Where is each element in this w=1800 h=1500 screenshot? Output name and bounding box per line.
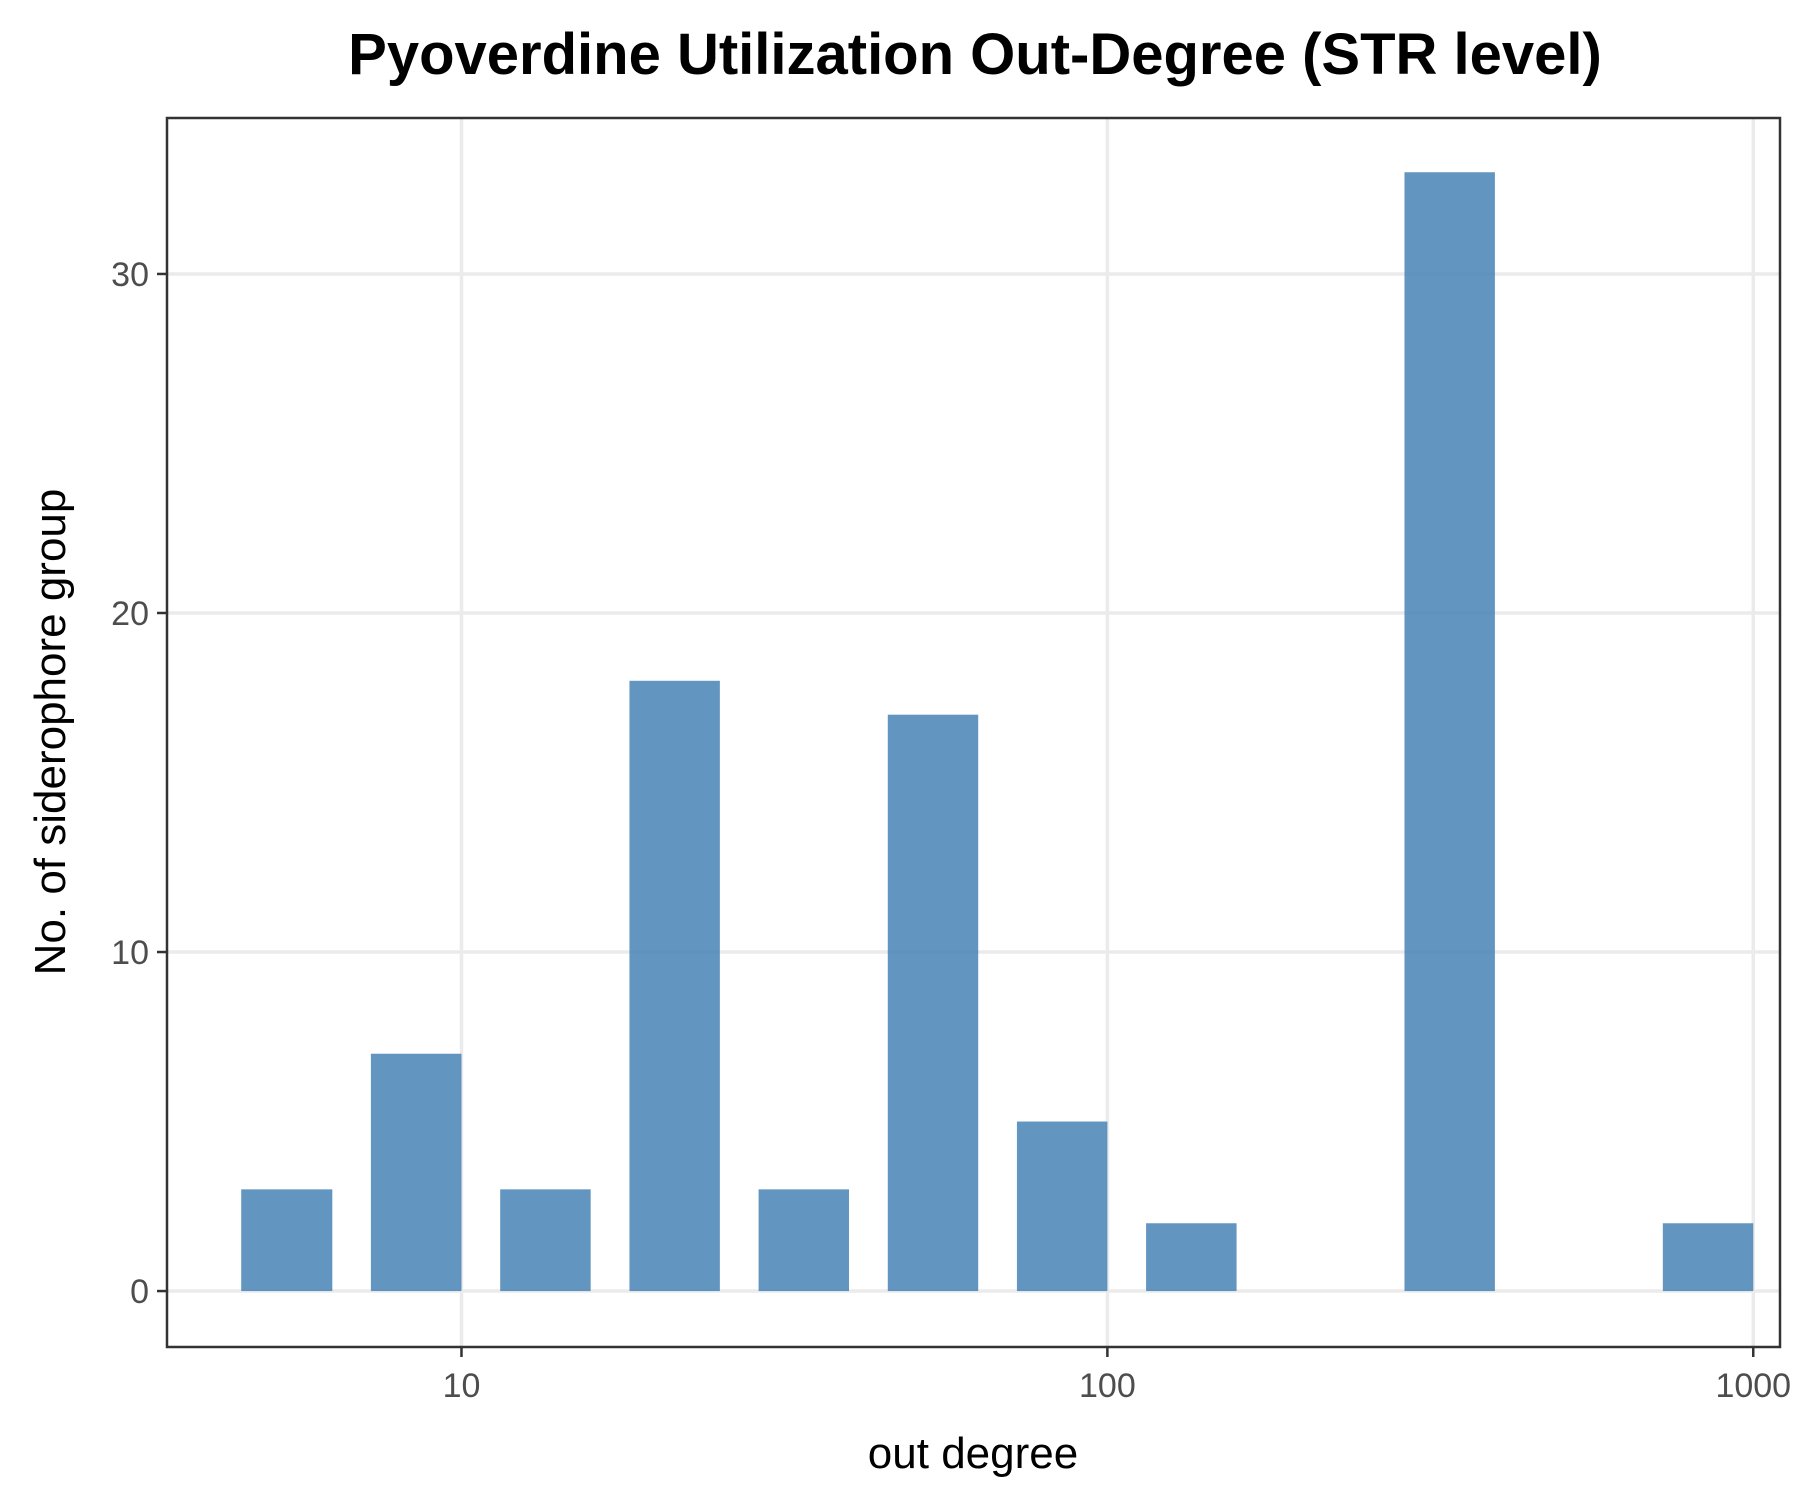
histogram-bar (1404, 172, 1495, 1292)
histogram-bar (887, 714, 979, 1292)
histogram-bar (1146, 1223, 1237, 1292)
x-tick-label: 100 (1079, 1367, 1136, 1405)
y-tick-label: 30 (111, 256, 149, 294)
y-tick-label: 10 (111, 934, 149, 972)
chart-title: Pyoverdine Utilization Out-Degree (STR l… (348, 22, 1602, 87)
x-tick-label: 10 (443, 1367, 481, 1405)
histogram-bar (629, 680, 720, 1292)
x-tick-label: 1000 (1715, 1367, 1791, 1405)
gridlines (167, 118, 1780, 1347)
histogram-bar (1016, 1121, 1108, 1292)
histogram-bar (758, 1189, 850, 1292)
axis-ticks: 0 10 20 30 10 100 1000 (111, 256, 1791, 1405)
y-axis-title: No. of siderophore group (26, 489, 75, 976)
y-tick-label: 0 (130, 1273, 149, 1311)
histogram-bar (500, 1189, 591, 1292)
histogram-bar (370, 1053, 462, 1292)
histogram-bar (241, 1189, 333, 1292)
histogram-bar (1662, 1223, 1754, 1292)
plot-panel-border (165, 116, 1782, 1349)
bars (241, 172, 1754, 1292)
x-axis-title: out degree (868, 1429, 1078, 1478)
y-tick-label: 20 (111, 595, 149, 633)
